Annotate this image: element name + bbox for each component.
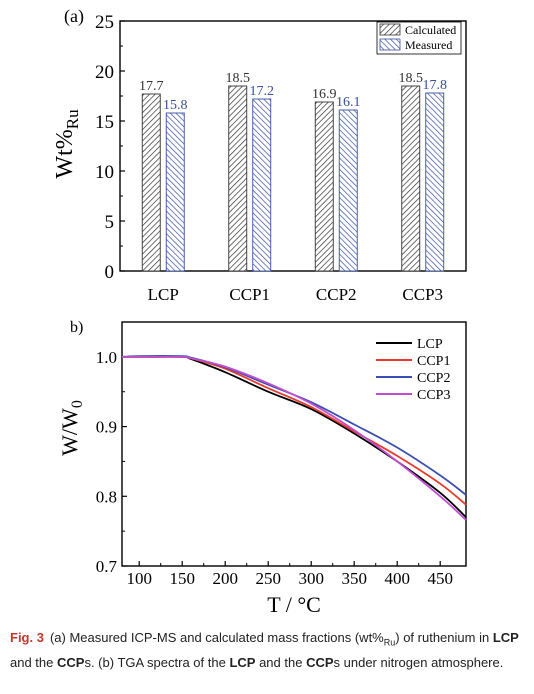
caption-segment: s under nitrogen atmosphere.	[333, 654, 504, 670]
x-tick-label: CCP2	[316, 285, 357, 304]
bar-measured	[338, 109, 358, 272]
bar-calculated	[228, 85, 248, 272]
caption-segment: LCP	[492, 630, 519, 645]
x-tick-label: CCP1	[229, 285, 270, 304]
y-tick-label: 5	[105, 212, 115, 233]
caption-segment: CCP	[57, 654, 85, 670]
bar-chart-panel: 0510152025(a)Wt%RuLCP17.715.8CCP118.517.…	[52, 6, 467, 304]
legend-label: CCP3	[417, 388, 450, 403]
panel-label: b)	[70, 319, 83, 336]
bar-measured	[165, 112, 185, 272]
y-tick-label: 20	[95, 62, 114, 83]
bar-value-label: 16.9	[312, 87, 337, 102]
y-tick-label: 10	[95, 162, 114, 183]
plot-frame	[121, 321, 467, 567]
caption-segment: LCP	[229, 654, 256, 670]
caption-segment: s. (b) TGA spectra of the	[84, 654, 230, 670]
figure-caption: Fig. 3 (a) Measured ICP-MS and calculated…	[10, 628, 526, 672]
y-axis-title: W/W0	[57, 400, 86, 456]
bar-calculated	[141, 93, 161, 272]
y-tick-label: 0.8	[96, 487, 117, 506]
panel-label: (a)	[64, 6, 84, 27]
y-axis-title-main: Wt%	[52, 129, 78, 178]
bar-value-label: 16.1	[336, 95, 361, 110]
series-line-lcp	[121, 355, 467, 518]
tga-line-chart-panel: 100 150 200 250 300 350 400 450 0.7 0.8 0.9 1.0 b) T …	[57, 319, 467, 617]
series-line-ccp3	[121, 355, 467, 521]
x-axis-title: T / °C	[267, 592, 321, 617]
y-tick-label: 0	[105, 262, 115, 283]
caption-segment: (a) Measured ICP-MS and calculated mass …	[49, 630, 384, 645]
legend-label: CCP1	[417, 354, 450, 369]
legend-swatch	[379, 23, 401, 36]
caption-segment: ) of ruthenium in	[395, 630, 493, 645]
y-axis-title-subscript: Ru	[63, 109, 82, 129]
y-tick-label: 15	[95, 112, 114, 133]
figure: 0510152025(a)Wt%RuLCP17.715.8CCP118.517.…	[52, 6, 467, 617]
bar-calculated	[401, 85, 421, 272]
legend-label: Calculated	[405, 23, 456, 37]
x-tick-label: 200	[212, 569, 238, 588]
bar-value-label: 15.8	[163, 98, 188, 113]
bar-value-label: 17.8	[423, 78, 448, 93]
legend-label: CCP2	[417, 371, 450, 386]
bar-value-label: 18.5	[399, 71, 424, 86]
y-tick-label: 25	[95, 12, 114, 33]
x-tick-label: 100	[126, 569, 152, 588]
legend-label: LCP	[417, 337, 443, 352]
y-tick-label: 1.0	[96, 348, 117, 367]
legend-swatch	[379, 38, 401, 51]
caption-label: Fig. 3	[10, 630, 44, 645]
bar-calculated	[314, 101, 334, 272]
caption-segment: Ru	[383, 637, 396, 648]
caption-segment: and the	[255, 654, 307, 670]
caption-segment: CCP	[306, 654, 334, 670]
x-tick-label: 350	[341, 569, 367, 588]
legend-label: Measured	[405, 38, 452, 52]
y-axis-title-main: W/W	[57, 408, 82, 456]
x-tick-label: 150	[169, 569, 195, 588]
bar-value-label: 18.5	[226, 71, 251, 86]
caption-segment: and the	[10, 654, 57, 670]
bar-value-label: 17.7	[139, 79, 164, 94]
x-tick-label: 450	[427, 569, 453, 588]
x-tick-label: 300	[298, 569, 324, 588]
bar-measured	[425, 92, 445, 272]
y-axis-title: Wt%Ru	[52, 109, 82, 179]
y-axis-title-subscript: 0	[69, 400, 86, 408]
bar-measured	[252, 98, 272, 272]
caption-text: (a) Measured ICP-MS and calculated mass …	[10, 630, 519, 670]
x-tick-label: 400	[384, 569, 410, 588]
x-tick-label: CCP3	[402, 285, 443, 304]
bar-value-label: 17.2	[250, 84, 275, 99]
series-line-ccp1	[121, 355, 467, 506]
y-tick-label: 0.9	[96, 418, 117, 437]
x-tick-label: 250	[255, 569, 281, 588]
y-tick-label: 0.7	[96, 557, 118, 576]
x-tick-label: LCP	[148, 285, 179, 304]
